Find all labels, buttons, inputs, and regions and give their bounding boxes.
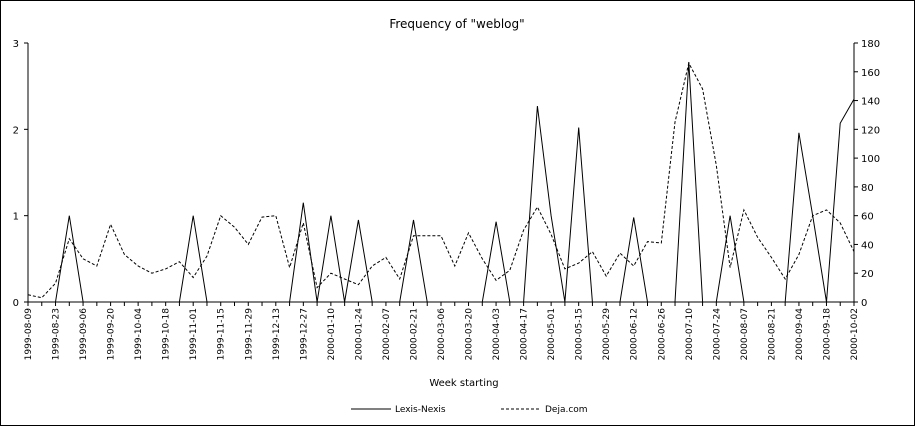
y-right-tick-label: 20 xyxy=(861,269,874,280)
x-tick-label: 2000-03-20 xyxy=(465,308,475,361)
x-tick-label: 2000-05-01 xyxy=(547,308,557,360)
y-left-tick-label: 2 xyxy=(13,125,19,136)
x-tick-label: 1999-10-04 xyxy=(134,308,144,361)
x-tick-label: 2000-02-07 xyxy=(382,308,392,360)
y-right-tick-label: 40 xyxy=(861,240,874,251)
x-tick-label: 2000-02-21 xyxy=(409,308,419,360)
legend-label: Lexis-Nexis xyxy=(395,405,446,415)
y-right-tick-label: 160 xyxy=(861,68,880,79)
x-tick-label: 2000-05-29 xyxy=(602,308,612,361)
x-tick-label: 2000-08-21 xyxy=(767,308,777,360)
chart-title: Frequency of "weblog" xyxy=(389,17,524,31)
x-tick-label: 2000-04-17 xyxy=(520,308,530,360)
y-left-tick-label: 3 xyxy=(13,39,19,50)
x-tick-label: 1999-11-01 xyxy=(189,308,199,360)
y-right-tick-label: 140 xyxy=(861,97,880,108)
x-tick-label: 2000-07-10 xyxy=(685,308,695,361)
x-tick-label: 1999-12-27 xyxy=(299,308,309,360)
x-tick-label: 1999-11-15 xyxy=(217,308,227,360)
y-right-tick-label: 180 xyxy=(861,39,880,50)
x-tick-label: 2000-09-04 xyxy=(795,308,805,361)
y-right-tick-label: 60 xyxy=(861,212,874,223)
y-right-tick-label: 120 xyxy=(861,125,880,136)
x-tick-label: 1999-11-29 xyxy=(244,308,254,361)
x-tick-label: 2000-05-15 xyxy=(575,308,585,360)
y-right-tick-label: 100 xyxy=(861,154,880,165)
y-left-tick-label: 0 xyxy=(13,298,19,309)
x-tick-label: 2000-06-26 xyxy=(657,308,667,361)
x-tick-label: 2000-01-10 xyxy=(327,308,337,361)
x-tick-label: 2000-04-03 xyxy=(492,308,502,360)
x-axis-label: Week starting xyxy=(429,378,498,389)
x-tick-label: 1999-12-13 xyxy=(272,308,282,360)
series-line-deja-com xyxy=(27,61,855,299)
x-tick-label: 2000-06-12 xyxy=(630,308,640,360)
legend: Lexis-Nexis Deja.com xyxy=(351,405,588,415)
y-right-tick-label: 80 xyxy=(861,183,874,194)
x-tick-label: 1999-09-20 xyxy=(107,308,117,361)
x-tick-label: 2000-09-18 xyxy=(822,308,832,361)
y-right-tick-label: 0 xyxy=(861,298,867,309)
x-tick-label: 1999-08-23 xyxy=(52,308,62,360)
x-tick-label: 1999-08-09 xyxy=(24,308,34,361)
x-tick-label: 1999-10-18 xyxy=(162,308,172,361)
x-tick-label: 1999-09-06 xyxy=(79,308,89,361)
x-tick-label: 2000-10-02 xyxy=(850,308,860,360)
x-tick-label: 2000-03-06 xyxy=(437,308,447,361)
x-tick-label: 2000-08-07 xyxy=(740,308,750,360)
y-left-tick-label: 1 xyxy=(13,212,19,223)
x-tick-labels: 1999-08-09 1999-08-23 1999-09-06 1999-09-20… xyxy=(24,302,860,360)
legend-label: Deja.com xyxy=(545,405,588,415)
x-tick-label: 2000-07-24 xyxy=(712,308,722,361)
x-tick-label: 2000-01-24 xyxy=(354,308,364,361)
series-layer xyxy=(27,61,855,303)
